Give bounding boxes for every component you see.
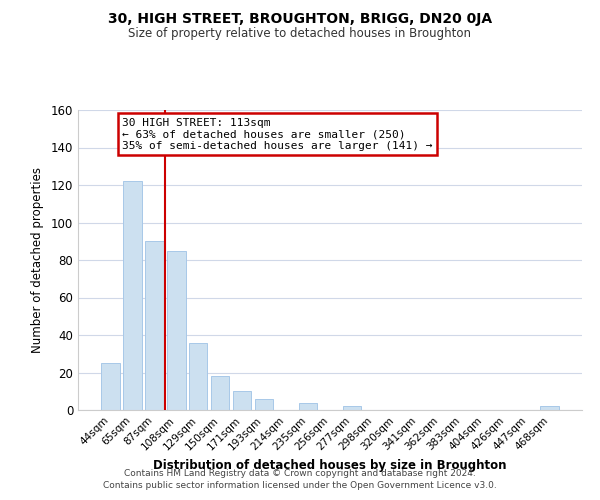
Bar [255,399,274,410]
Bar [101,363,119,410]
Text: 30 HIGH STREET: 113sqm
← 63% of detached houses are smaller (250)
35% of semi-de: 30 HIGH STREET: 113sqm ← 63% of detached… [122,118,433,150]
Y-axis label: Number of detached properties: Number of detached properties [31,167,44,353]
Text: 30, HIGH STREET, BROUGHTON, BRIGG, DN20 0JA: 30, HIGH STREET, BROUGHTON, BRIGG, DN20 … [108,12,492,26]
Text: Size of property relative to detached houses in Broughton: Size of property relative to detached ho… [128,28,472,40]
X-axis label: Distribution of detached houses by size in Broughton: Distribution of detached houses by size … [153,458,507,471]
Bar [189,342,208,410]
Bar [541,406,559,410]
Text: Contains public sector information licensed under the Open Government Licence v3: Contains public sector information licen… [103,481,497,490]
Bar [211,376,229,410]
Bar [299,402,317,410]
Bar [343,406,361,410]
Bar [123,181,142,410]
Text: Contains HM Land Registry data © Crown copyright and database right 2024.: Contains HM Land Registry data © Crown c… [124,468,476,477]
Bar [233,391,251,410]
Bar [167,250,185,410]
Bar [145,242,164,410]
